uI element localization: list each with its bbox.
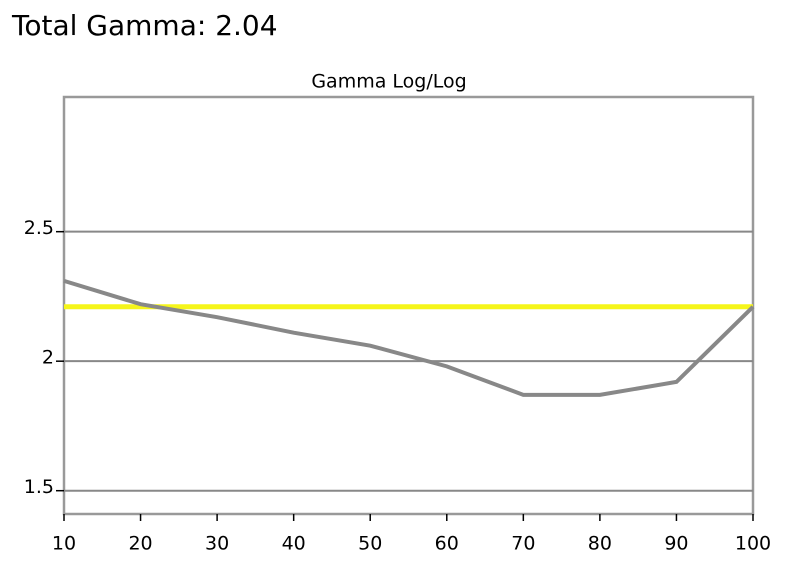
x-tick-label: 40 <box>282 533 306 555</box>
x-tick-label: 60 <box>435 533 459 555</box>
x-tick-label: 50 <box>358 533 382 555</box>
y-tick-label: 2 <box>42 347 54 369</box>
x-tick-label: 30 <box>205 533 229 555</box>
y-tick-label: 2.5 <box>24 217 54 239</box>
x-tick-label: 80 <box>588 533 612 555</box>
header: Total Gamma: 2.04 <box>11 9 278 42</box>
data-line <box>63 278 755 397</box>
x-tick-label: 90 <box>664 533 688 555</box>
x-tick-label: 100 <box>735 533 771 555</box>
x-tick-label: 10 <box>52 533 76 555</box>
chart-title: Gamma Log/Log <box>311 71 466 93</box>
x-tick-label: 70 <box>511 533 535 555</box>
x-tick-label: 20 <box>128 533 152 555</box>
y-tick-label: 1.5 <box>24 476 54 498</box>
